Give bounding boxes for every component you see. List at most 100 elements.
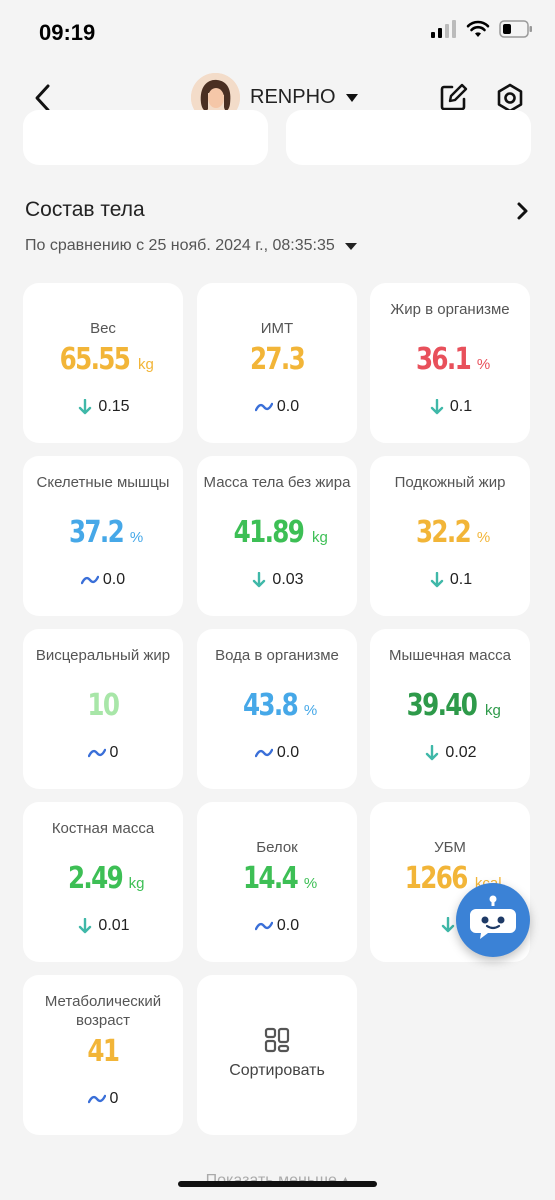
metric-unit: kg [128,875,145,892]
metric-change-value: 0 [109,1090,119,1107]
metric-label: Метаболический возраст [44,993,162,1029]
metric-label: Скелетные мышцы [36,474,170,491]
metric-change: 0.0 [197,398,357,416]
trend-down-icon [441,917,455,933]
metric-value: 32.2 [415,515,472,550]
metric-value-row: 2.49 kg [23,861,183,896]
trend-down-icon [79,399,92,415]
metric-card[interactable]: Белок 14.4% 0.0 [197,802,357,962]
metric-value-row: 39.40 kg [370,688,530,723]
metric-change-value: 0.0 [276,744,300,761]
metric-label: Костная масса [51,820,155,837]
metric-value-row: 36.1% [370,342,530,377]
metric-value: 39.40 [406,688,478,723]
metric-change: 0.02 [370,744,530,762]
metric-change: 0.0 [197,917,357,935]
metric-label: УБМ [434,839,466,856]
trend-flat-icon [87,748,106,758]
metric-value-row: 41 [23,1034,183,1069]
wifi-icon [466,20,490,37]
metric-value: 10 [87,688,121,723]
home-indicator [178,1181,377,1187]
metric-value-row: 10 [23,688,183,723]
metric-change-value: 0.15 [98,398,130,415]
sort-label: Сортировать [229,1062,325,1079]
metric-value: 1266 [405,861,469,896]
trend-down-icon [430,399,444,415]
metric-value: 41.89 [233,515,305,550]
metric-label: Вода в организме [215,647,339,664]
metric-change: 0.1 [370,571,530,589]
comparison-text: По сравнению с 25 нояб. 2024 г., 08:35:3… [25,237,335,254]
metric-card[interactable]: Подкожный жир 32.2% 0.1 [370,456,530,616]
metric-card[interactable]: Вода в организме 43.8% 0.0 [197,629,357,789]
metric-change: 0.01 [23,917,183,935]
metric-card[interactable]: Висцеральный жир 10 0 [23,629,183,789]
sort-content: Сортировать [197,1027,357,1080]
dropdown-caret-icon [344,242,357,250]
metric-card[interactable]: Вес 65.55 kg 0.15 [23,283,183,443]
metric-unit: kg [138,356,154,373]
metric-card[interactable]: Костная масса 2.49 kg 0.01 [23,802,183,962]
metric-value: 37.2 [68,515,125,550]
sort-card[interactable]: Сортировать [197,975,357,1135]
metric-value-row: 37.2% [23,515,183,550]
status-icons [431,20,533,38]
assistant-bot-icon [470,895,516,939]
metric-card[interactable]: Мышечная масса 39.40 kg 0.02 [370,629,530,789]
metric-value-row: 27.3 [197,342,357,377]
metric-change: 0.15 [23,398,183,416]
metric-unit: % [476,529,491,546]
metric-value-row: 43.8% [197,688,357,723]
metric-value: 41 [87,1034,121,1069]
show-less-button[interactable]: Показать меньше ▴ [0,1170,555,1190]
metric-change: 0 [23,1090,183,1108]
sort-grid-icon [264,1027,290,1053]
metric-label: Жир в организме [390,301,510,318]
profile-name: RENPHO [250,86,336,108]
metric-value: 2.49 [67,861,124,896]
metric-change-value: 0.01 [98,917,130,934]
metric-change: 0.03 [197,571,357,589]
trend-flat-icon [80,575,99,585]
metric-change-value: 0.0 [276,917,300,934]
back-arrow-icon[interactable] [28,82,60,114]
trend-down-icon [79,918,92,934]
metric-unit: % [303,702,318,719]
metric-value: 36.1 [415,342,472,377]
metric-value-row: 65.55 kg [23,342,183,377]
metric-change-value: 0.03 [272,571,304,588]
metric-card[interactable]: Жир в организме 36.1% 0.1 [370,283,530,443]
metric-change-value: 0 [109,744,119,761]
trend-down-icon [426,745,439,761]
metric-value-row: 14.4% [197,861,357,896]
metric-card[interactable]: ИМТ 27.3 0.0 [197,283,357,443]
previous-card-right [286,110,531,165]
dropdown-caret-icon [345,93,358,102]
edit-icon[interactable] [437,82,469,114]
metric-label: Белок [256,839,298,856]
metric-change-value: 0.0 [102,571,126,588]
metric-unit: kg [485,702,501,719]
metric-change: 0.0 [197,744,357,762]
metric-unit: % [303,875,318,892]
metric-unit: % [129,529,144,546]
metric-value-row: 32.2% [370,515,530,550]
trend-flat-icon [254,402,273,412]
metric-card[interactable]: Метаболический возраст 41 0 [23,975,183,1135]
status-bar: 09:19 [0,0,555,66]
assistant-button[interactable] [456,883,530,957]
trend-down-icon [253,572,266,588]
metric-label: Висцеральный жир [35,647,171,664]
section-title: Состав тела [25,198,145,221]
metric-change-value: 0.1 [449,571,473,588]
metric-unit: kg [312,529,328,546]
chevron-right-icon[interactable] [510,199,534,223]
metric-change-value: 0.0 [276,398,300,415]
metric-card[interactable]: Скелетные мышцы 37.2% 0.0 [23,456,183,616]
metric-change [370,917,530,933]
trend-flat-icon [254,748,273,758]
metric-card[interactable]: Масса тела без жира 41.89 kg 0.03 [197,456,357,616]
comparison-date-selector[interactable]: По сравнению с 25 нояб. 2024 г., 08:35:3… [25,237,357,255]
trend-flat-icon [87,1094,106,1104]
